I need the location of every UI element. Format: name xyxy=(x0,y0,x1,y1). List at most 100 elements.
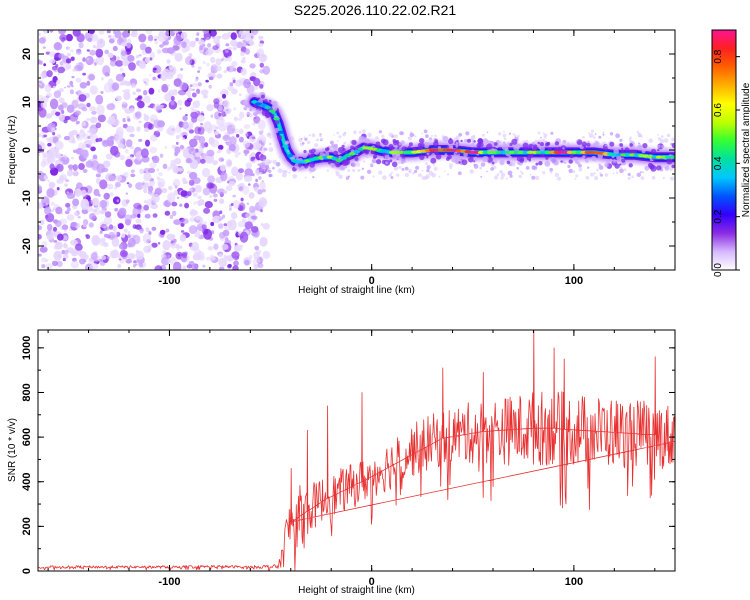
noise-blob xyxy=(125,81,131,87)
noise-speckle xyxy=(336,131,340,135)
signal-speckle xyxy=(650,165,657,172)
noise-blob xyxy=(130,214,137,219)
signal-speckle xyxy=(664,166,667,169)
noise-speckle xyxy=(549,170,553,174)
noise-blob xyxy=(109,135,115,140)
signal-speckle xyxy=(554,141,560,146)
noise-blob xyxy=(200,89,209,96)
noise-blob xyxy=(180,230,185,233)
noise-blob xyxy=(106,183,114,190)
noise-speckle xyxy=(594,176,599,181)
noise-blob xyxy=(180,68,184,71)
noise-speckle xyxy=(513,134,517,137)
noise-blob xyxy=(122,117,126,123)
noise-blob xyxy=(83,139,93,147)
noise-blob xyxy=(65,202,71,208)
noise-blob xyxy=(122,123,128,129)
noise-speckle xyxy=(263,169,266,172)
signal-speckle xyxy=(516,156,522,162)
noise-blob xyxy=(56,241,62,247)
noise-blob xyxy=(255,178,258,183)
noise-blob xyxy=(166,59,171,64)
signal-speckle xyxy=(455,143,458,146)
spectrogram-signal-layer xyxy=(244,92,675,173)
noise-blob xyxy=(99,209,106,215)
signal-speckle xyxy=(544,160,551,167)
noise-blob xyxy=(172,210,177,217)
noise-speckle xyxy=(575,174,579,178)
noise-blob xyxy=(237,152,241,155)
noise-blob xyxy=(176,196,180,200)
noise-blob xyxy=(63,243,69,249)
noise-blob xyxy=(122,101,126,105)
noise-blob xyxy=(149,162,157,169)
snr-ytick-label: 400 xyxy=(21,473,33,491)
noise-blob xyxy=(181,46,188,53)
noise-blob xyxy=(71,84,74,88)
signal-core xyxy=(286,154,294,158)
signal-speckle xyxy=(268,99,272,103)
signal-speckle xyxy=(511,138,518,145)
snr-xtick-label: -100 xyxy=(158,576,180,588)
noise-blob xyxy=(59,88,64,93)
noise-speckle xyxy=(275,162,281,167)
noise-speckle xyxy=(602,131,605,134)
noise-speckle xyxy=(473,164,479,169)
noise-speckle xyxy=(612,172,615,175)
noise-blob xyxy=(49,59,56,64)
noise-speckle xyxy=(268,147,274,152)
noise-blob xyxy=(54,70,58,73)
noise-blob xyxy=(63,86,67,89)
noise-blob xyxy=(154,265,163,270)
signal-speckle xyxy=(384,155,389,159)
noise-blob xyxy=(72,164,78,171)
noise-blob xyxy=(74,188,82,197)
noise-blob xyxy=(238,168,244,174)
noise-blob xyxy=(135,111,142,119)
signal-speckle xyxy=(457,157,460,160)
noise-speckle xyxy=(497,132,502,136)
signal-speckle xyxy=(491,155,495,158)
noise-blob xyxy=(50,112,55,116)
noise-blob xyxy=(228,181,236,187)
noise-blob xyxy=(52,207,56,211)
noise-speckle xyxy=(543,133,548,137)
noise-blob xyxy=(115,73,124,82)
noise-speckle xyxy=(669,167,673,172)
signal-speckle xyxy=(264,99,268,103)
signal-speckle xyxy=(545,156,549,160)
noise-blob xyxy=(103,233,109,238)
noise-blob xyxy=(252,122,256,126)
noise-blob xyxy=(215,58,222,66)
noise-speckle xyxy=(567,164,571,169)
signal-speckle xyxy=(285,140,290,145)
noise-blob xyxy=(43,175,49,181)
signal-speckle xyxy=(490,141,493,145)
noise-blob xyxy=(71,75,75,79)
noise-blob xyxy=(58,97,65,104)
noise-blob xyxy=(240,51,245,57)
noise-blob xyxy=(242,185,250,195)
noise-blob xyxy=(166,84,170,87)
noise-speckle xyxy=(582,135,585,139)
noise-blob xyxy=(194,126,201,135)
noise-blob xyxy=(243,41,248,47)
noise-blob xyxy=(130,33,134,36)
noise-blob xyxy=(103,192,110,200)
noise-blob xyxy=(90,34,99,42)
signal-speckle xyxy=(537,141,540,145)
signal-speckle xyxy=(482,155,489,163)
noise-blob xyxy=(188,179,195,186)
noise-speckle xyxy=(537,131,541,135)
noise-blob xyxy=(56,187,60,191)
noise-blob xyxy=(102,242,107,246)
noise-blob xyxy=(52,131,56,136)
noise-blob xyxy=(237,33,242,38)
signal-speckle xyxy=(539,146,545,152)
signal-speckle xyxy=(550,157,556,163)
noise-speckle xyxy=(512,133,515,136)
noise-blob xyxy=(206,149,215,157)
signal-speckle xyxy=(342,147,346,152)
noise-blob xyxy=(250,173,255,177)
